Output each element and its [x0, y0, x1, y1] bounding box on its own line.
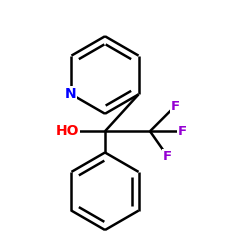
Text: F: F: [170, 100, 179, 113]
Text: F: F: [178, 125, 187, 138]
Text: N: N: [64, 88, 76, 102]
Text: F: F: [163, 150, 172, 163]
Text: HO: HO: [56, 124, 79, 138]
